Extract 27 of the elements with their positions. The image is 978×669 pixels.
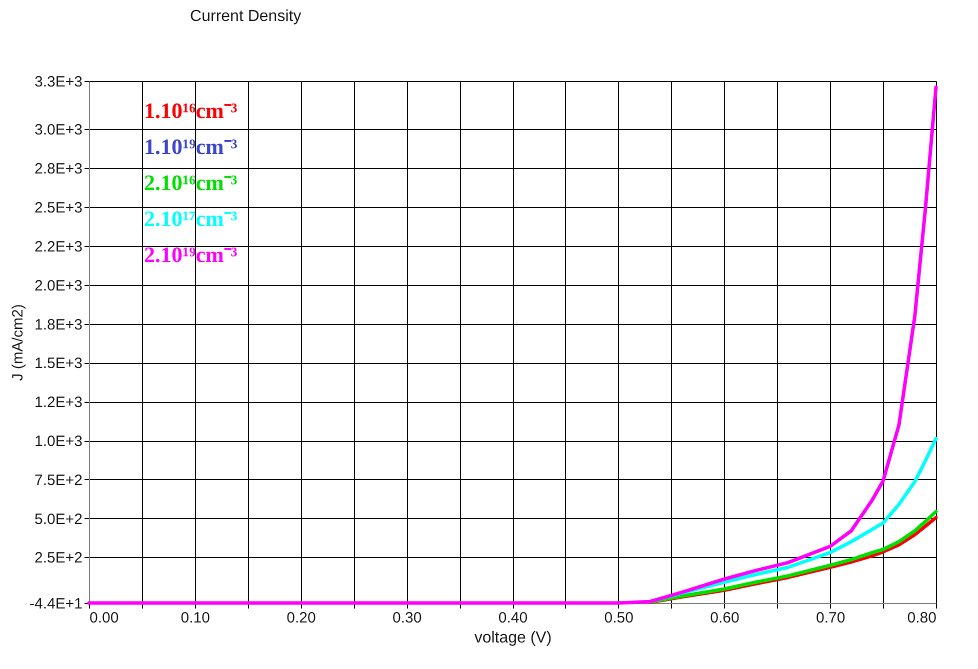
y-tick-label: 3.3E+3: [34, 74, 82, 90]
y-tick-label: 5.0E+2: [34, 510, 82, 528]
x-tick-label: 0.60: [710, 610, 740, 626]
y-tick-label: 7.5E+2: [34, 472, 82, 489]
chart-title: Current Density: [190, 8, 302, 25]
y-tick-label: 2.5E+2: [34, 550, 82, 567]
y-tick-label: 2.0E+3: [34, 277, 82, 294]
x-axis-title: voltage (V): [474, 630, 552, 646]
y-tick-label: 2.5E+3: [34, 200, 82, 217]
y-tick-label: 1.5E+3: [34, 355, 82, 372]
x-tick-label: 0.70: [816, 610, 846, 626]
y-tick-label: -4.4E+1: [30, 596, 82, 612]
x-tick-label: 0.00: [90, 610, 119, 626]
x-tick-label: 0.20: [286, 610, 316, 626]
y-tick-label: 3.0E+3: [34, 122, 82, 139]
x-tick-label: 0.10: [180, 610, 210, 626]
y-tick-label: 1.0E+3: [34, 433, 82, 450]
x-tick-label: 0.40: [498, 610, 528, 626]
x-tick-label: 0.30: [392, 610, 422, 626]
x-tick-label: 0.80: [907, 610, 936, 626]
y-tick-label: 1.8E+3: [34, 316, 82, 334]
y-tick-label: 2.2E+3: [34, 238, 82, 256]
x-tick-label: 0.50: [604, 610, 634, 626]
y-tick-label: 2.8E+3: [34, 160, 82, 178]
y-axis-title: J (mA/cm2): [10, 304, 27, 381]
y-tick-label: 1.2E+3: [34, 394, 82, 412]
line-series: [87, 85, 938, 605]
